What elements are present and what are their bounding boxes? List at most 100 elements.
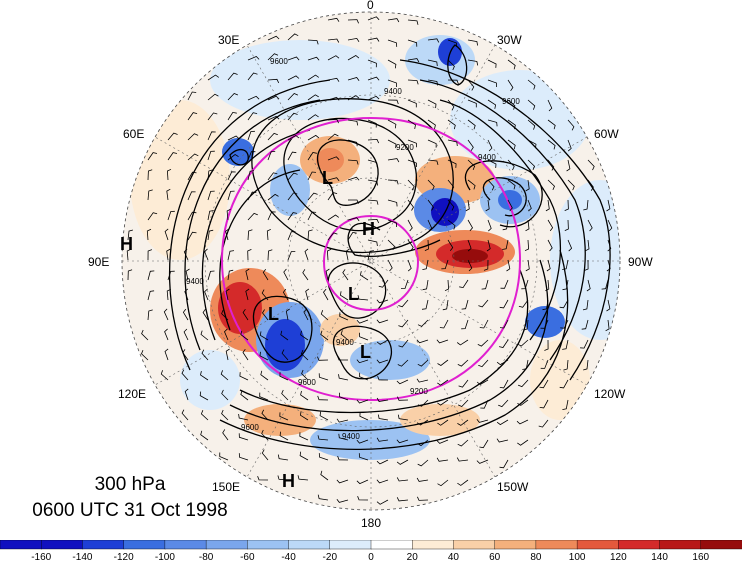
wind-barb	[427, 199, 434, 211]
longitude-label: 90E	[88, 255, 109, 269]
wind-barb	[238, 433, 249, 441]
colorbar-tick-label: -140	[72, 552, 92, 561]
wind-barb	[487, 79, 497, 88]
wind-barb	[167, 210, 175, 221]
wind-barb	[147, 169, 153, 181]
wind-barb	[323, 288, 329, 301]
wind-barb	[427, 219, 433, 232]
wind-barb	[421, 299, 429, 310]
wind-barb	[467, 39, 478, 46]
wind-barb	[281, 389, 289, 401]
wind-barb	[499, 299, 509, 309]
wind-barb	[465, 199, 470, 212]
wind-barb	[587, 219, 593, 232]
wind-barb	[481, 279, 489, 290]
wind-barb	[396, 497, 409, 502]
wind-barb	[207, 169, 213, 181]
wind-barb	[500, 279, 509, 289]
wind-barb	[485, 199, 490, 212]
wind-barb	[499, 319, 509, 329]
wind-barb	[357, 496, 369, 501]
wind-barb	[487, 179, 495, 191]
wind-barb	[200, 410, 209, 421]
wind-barb	[461, 299, 469, 310]
wind-barb	[367, 179, 378, 186]
wind-barb	[507, 199, 513, 212]
wind-barb	[227, 171, 236, 181]
wind-barb	[387, 259, 393, 272]
wind-barb	[606, 299, 611, 312]
wind-barb	[516, 419, 529, 425]
wind-barb	[187, 191, 196, 201]
wind-barb	[247, 151, 256, 161]
wind-barb	[247, 191, 257, 201]
wind-barb	[204, 248, 209, 261]
wind-barb	[307, 39, 319, 45]
wind-barb	[287, 56, 300, 61]
wind-barb	[467, 179, 476, 190]
wind-barb	[567, 179, 575, 191]
wind-barb	[338, 374, 349, 381]
wind-barb	[398, 299, 409, 308]
wind-barb	[416, 378, 429, 383]
wind-barb	[267, 78, 280, 84]
colorbar-tick-label: -120	[114, 552, 134, 561]
wind-barb	[356, 359, 369, 364]
wind-barb	[227, 93, 239, 101]
wind-barb	[397, 396, 409, 401]
wind-barb	[287, 112, 298, 121]
wind-barb	[307, 56, 320, 61]
colorbar-swatch	[659, 540, 702, 550]
wind-barb	[327, 156, 340, 161]
wind-barb	[447, 219, 456, 230]
wind-barb	[327, 133, 339, 141]
wind-barb	[327, 77, 340, 82]
wind-barb	[467, 159, 476, 171]
wind-barb	[261, 409, 269, 421]
wind-barb	[220, 370, 229, 381]
wind-barb	[261, 289, 269, 301]
wind-barb	[164, 328, 169, 341]
wind-barb	[259, 392, 269, 401]
wind-barb	[459, 279, 469, 289]
low-center: L	[360, 342, 371, 362]
wind-barb	[606, 199, 611, 212]
wind-barb	[367, 59, 377, 68]
wind-barb	[377, 414, 389, 421]
wind-barb	[225, 288, 230, 301]
wind-barb	[287, 212, 298, 221]
wind-barb	[546, 259, 551, 272]
wind-barb	[522, 359, 529, 370]
wind-barb	[267, 132, 278, 141]
wind-barb	[525, 219, 530, 232]
colorbar-swatches	[0, 540, 742, 550]
wind-barb	[325, 268, 330, 281]
contour-label: 9600	[241, 423, 259, 432]
colorbar-swatch	[535, 540, 578, 550]
wind-barb	[285, 308, 290, 321]
wind-barb	[376, 437, 389, 442]
wind-barb	[437, 479, 449, 487]
wind-barb	[225, 228, 230, 241]
wind-barb	[200, 371, 209, 381]
wind-barb	[367, 119, 377, 128]
wind-barb	[487, 219, 492, 232]
wind-barb	[407, 239, 414, 251]
wind-barb	[507, 159, 515, 171]
longitude-label: 120W	[594, 387, 626, 401]
wind-barb	[498, 399, 509, 408]
wind-barb	[367, 159, 378, 167]
wind-barb	[527, 199, 532, 212]
wind-barb	[499, 459, 509, 469]
wind-barb	[327, 96, 340, 101]
wind-barb	[521, 279, 529, 290]
wind-barb	[427, 79, 439, 86]
wind-barb	[336, 479, 349, 484]
wind-barb	[126, 248, 131, 261]
wind-barb	[147, 249, 153, 261]
wind-barb	[605, 319, 610, 332]
low-center: L	[322, 168, 333, 188]
wind-barb	[400, 279, 409, 289]
colorbar-tick-labels: -160 -140 -120 -100 -80 -60 -40 -20 0 20 40 60 80 100…	[31, 552, 709, 561]
